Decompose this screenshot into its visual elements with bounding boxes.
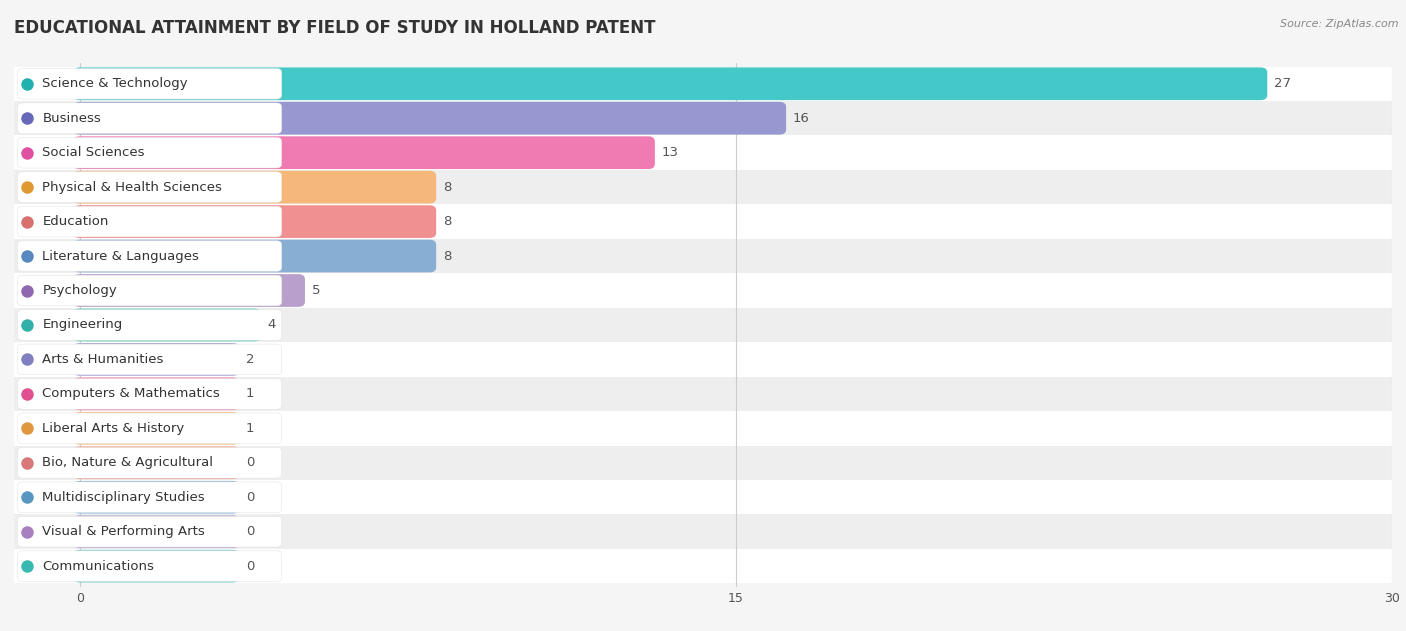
FancyBboxPatch shape — [73, 446, 239, 479]
Text: Source: ZipAtlas.com: Source: ZipAtlas.com — [1281, 19, 1399, 29]
Text: Social Sciences: Social Sciences — [42, 146, 145, 159]
FancyBboxPatch shape — [17, 172, 281, 203]
Text: Business: Business — [42, 112, 101, 125]
Text: 0: 0 — [246, 525, 254, 538]
FancyBboxPatch shape — [14, 342, 1392, 377]
FancyBboxPatch shape — [14, 377, 1392, 411]
FancyBboxPatch shape — [14, 66, 1392, 101]
FancyBboxPatch shape — [73, 377, 239, 410]
Text: Education: Education — [42, 215, 108, 228]
FancyBboxPatch shape — [73, 516, 239, 548]
FancyBboxPatch shape — [73, 550, 239, 582]
FancyBboxPatch shape — [73, 171, 436, 204]
FancyBboxPatch shape — [17, 206, 281, 237]
Text: 16: 16 — [793, 112, 810, 125]
Text: Liberal Arts & History: Liberal Arts & History — [42, 422, 184, 435]
Text: 1: 1 — [246, 422, 254, 435]
Text: Computers & Mathematics: Computers & Mathematics — [42, 387, 221, 401]
FancyBboxPatch shape — [17, 447, 281, 478]
FancyBboxPatch shape — [73, 205, 436, 238]
Text: 8: 8 — [443, 180, 451, 194]
Text: Science & Technology: Science & Technology — [42, 77, 188, 90]
FancyBboxPatch shape — [73, 68, 1267, 100]
FancyBboxPatch shape — [14, 411, 1392, 445]
Text: 8: 8 — [443, 249, 451, 262]
FancyBboxPatch shape — [17, 138, 281, 168]
Text: 2: 2 — [246, 353, 254, 366]
FancyBboxPatch shape — [14, 480, 1392, 514]
FancyBboxPatch shape — [14, 239, 1392, 273]
FancyBboxPatch shape — [14, 549, 1392, 584]
FancyBboxPatch shape — [17, 482, 281, 512]
Text: 8: 8 — [443, 215, 451, 228]
FancyBboxPatch shape — [17, 551, 281, 582]
Text: Psychology: Psychology — [42, 284, 117, 297]
Text: Multidisciplinary Studies: Multidisciplinary Studies — [42, 491, 205, 504]
Text: Arts & Humanities: Arts & Humanities — [42, 353, 165, 366]
FancyBboxPatch shape — [14, 273, 1392, 308]
FancyBboxPatch shape — [17, 379, 281, 410]
FancyBboxPatch shape — [17, 344, 281, 375]
FancyBboxPatch shape — [17, 516, 281, 547]
Text: Communications: Communications — [42, 560, 155, 573]
FancyBboxPatch shape — [17, 275, 281, 306]
Text: Visual & Performing Arts: Visual & Performing Arts — [42, 525, 205, 538]
FancyBboxPatch shape — [73, 136, 655, 169]
FancyBboxPatch shape — [73, 343, 239, 376]
Text: 0: 0 — [246, 491, 254, 504]
Text: Engineering: Engineering — [42, 319, 122, 331]
FancyBboxPatch shape — [14, 204, 1392, 239]
FancyBboxPatch shape — [73, 102, 786, 134]
Text: 0: 0 — [246, 456, 254, 469]
FancyBboxPatch shape — [14, 514, 1392, 549]
Text: Physical & Health Sciences: Physical & Health Sciences — [42, 180, 222, 194]
FancyBboxPatch shape — [14, 445, 1392, 480]
Text: Literature & Languages: Literature & Languages — [42, 249, 200, 262]
FancyBboxPatch shape — [14, 101, 1392, 136]
Text: 13: 13 — [661, 146, 679, 159]
FancyBboxPatch shape — [73, 309, 262, 341]
FancyBboxPatch shape — [73, 481, 239, 514]
FancyBboxPatch shape — [17, 413, 281, 444]
Text: 4: 4 — [267, 319, 276, 331]
Text: EDUCATIONAL ATTAINMENT BY FIELD OF STUDY IN HOLLAND PATENT: EDUCATIONAL ATTAINMENT BY FIELD OF STUDY… — [14, 19, 655, 37]
FancyBboxPatch shape — [14, 308, 1392, 342]
Text: 1: 1 — [246, 387, 254, 401]
FancyBboxPatch shape — [73, 240, 436, 273]
FancyBboxPatch shape — [17, 240, 281, 271]
FancyBboxPatch shape — [14, 170, 1392, 204]
Text: Bio, Nature & Agricultural: Bio, Nature & Agricultural — [42, 456, 214, 469]
FancyBboxPatch shape — [17, 310, 281, 340]
FancyBboxPatch shape — [17, 103, 281, 134]
FancyBboxPatch shape — [73, 274, 305, 307]
FancyBboxPatch shape — [14, 136, 1392, 170]
FancyBboxPatch shape — [73, 412, 239, 445]
Text: 27: 27 — [1274, 77, 1291, 90]
Text: 5: 5 — [312, 284, 321, 297]
FancyBboxPatch shape — [17, 68, 281, 99]
Text: 0: 0 — [246, 560, 254, 573]
